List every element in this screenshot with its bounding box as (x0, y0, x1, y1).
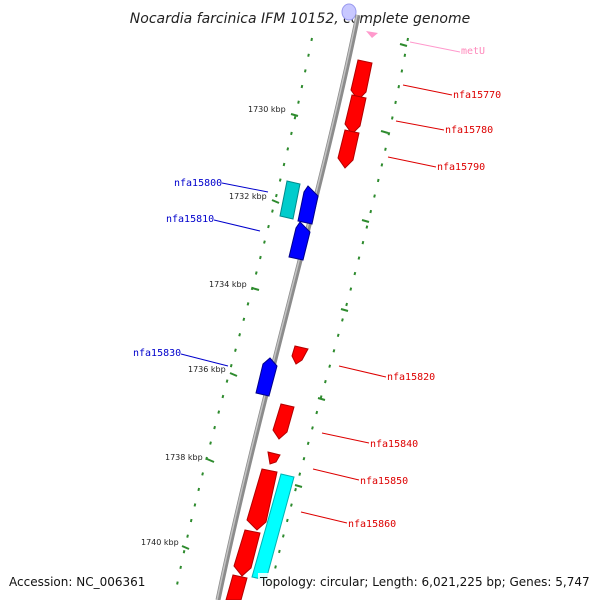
tick-label: 1740 kbp (141, 538, 179, 547)
gene-nfa15790[interactable] (337, 129, 360, 169)
gene-label-nfa15800[interactable]: nfa15800 (174, 178, 222, 189)
tick-label: 1734 kbp (209, 280, 247, 289)
gene-nfa15820[interactable] (291, 345, 309, 365)
genome-summary-text: Topology: circular; Length: 6,021,225 bp… (259, 575, 590, 589)
gene-label-nfa15770[interactable]: nfa15770 (453, 90, 501, 101)
leader-line (300, 511, 348, 524)
outer-dotted-track (269, 37, 409, 591)
leader-line (387, 156, 437, 168)
gene-nfa15810[interactable] (288, 221, 311, 261)
leader-line (395, 120, 445, 131)
tick-mark (251, 287, 260, 291)
gene-label-nfa15810[interactable]: nfa15810 (166, 214, 214, 225)
tick-mark (380, 130, 389, 134)
gene-label-nfa15820[interactable]: nfa15820 (387, 372, 435, 383)
map-title: Nocardia farcinica IFM 10152, complete g… (130, 11, 470, 27)
tick-label: 1738 kbp (165, 453, 203, 462)
leader-line (321, 432, 370, 444)
accession-text: Accession: NC_006361 (9, 575, 145, 589)
tick-mark (317, 397, 326, 401)
gene-labels: metU nfa15770 nfa15780 nfa15790 nfa15800… (133, 41, 501, 530)
tick-mark (271, 199, 280, 204)
gene-small-red[interactable] (267, 451, 281, 465)
tick-label: 1732 kbp (229, 192, 267, 201)
tick-mark (229, 372, 238, 377)
tick-mark (340, 308, 349, 312)
feature-cyan-1[interactable] (279, 180, 301, 220)
tick-mark (294, 484, 303, 488)
tick-mark (361, 219, 370, 223)
genome-backbone-highlight (216, 14, 358, 600)
genome-backbone (215, 14, 361, 600)
gene-nfa15850[interactable] (246, 468, 278, 531)
leader-line (402, 84, 453, 96)
gene-nfa15770[interactable] (350, 59, 373, 101)
gene-nfa15840[interactable] (272, 403, 295, 440)
gene-nfa15830[interactable] (255, 357, 278, 397)
tick-mark (290, 113, 299, 117)
leader-line (180, 353, 229, 367)
gene-features (225, 31, 378, 600)
gene-label-nfa15790[interactable]: nfa15790 (437, 162, 485, 173)
leader-line (312, 468, 360, 481)
gene-nfa15780[interactable] (344, 94, 367, 135)
leader-line (409, 41, 461, 53)
inner-dotted-track (175, 37, 313, 591)
gene-label-nfa15860[interactable]: nfa15860 (348, 519, 396, 530)
gene-metU[interactable] (366, 31, 378, 38)
tick-mark (181, 545, 190, 550)
leader-line (338, 365, 387, 378)
tick-mark (399, 43, 408, 47)
tick-mark (206, 458, 215, 463)
gene-label-nfa15840[interactable]: nfa15840 (370, 439, 418, 450)
footer-summary-bg (258, 573, 592, 591)
leader-line (213, 219, 261, 232)
tick-label: 1736 kbp (188, 365, 226, 374)
gene-nfa15800[interactable] (297, 185, 319, 225)
gene-label-metU[interactable]: metU (461, 46, 485, 57)
tick-label: 1730 kbp (248, 105, 286, 114)
backbone-end-marker (341, 3, 357, 21)
gene-label-nfa15780[interactable]: nfa15780 (445, 125, 493, 136)
gene-label-nfa15850[interactable]: nfa15850 (360, 476, 408, 487)
gene-nfa15860[interactable] (233, 529, 261, 577)
gene-partial-bottom[interactable] (225, 574, 248, 600)
scale-ticks: 1730 kbp 1732 kbp 1734 kbp 1736 kbp 1738… (141, 43, 408, 550)
gene-label-nfa15830[interactable]: nfa15830 (133, 348, 181, 359)
leader-line (221, 182, 269, 193)
